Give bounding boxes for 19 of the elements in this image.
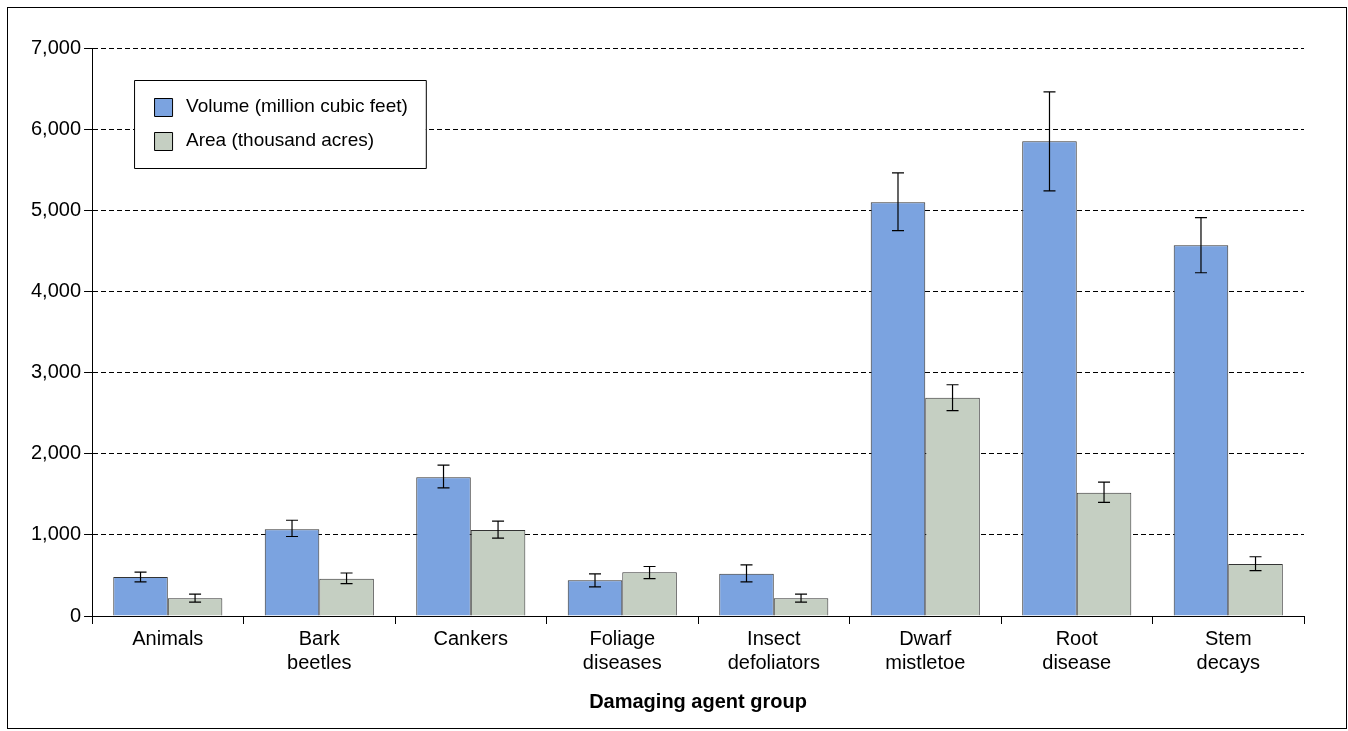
y-tick-label: 0 [69,603,82,626]
x-tick-label: Bark beetles [287,626,352,673]
y-tick-label: 7,000 [30,35,82,58]
x-tick-label: Stem decays [1196,626,1260,673]
y-tick-label: 5,000 [30,197,82,220]
x-tick-label: Root disease [1042,626,1112,673]
x-tick-label: Animals [132,626,204,649]
y-tick-label: 3,000 [30,360,82,383]
x-tick-label: Foliage diseases [582,626,662,673]
y-tick-label: 1,000 [30,522,82,545]
y-tick-label: 2,000 [30,441,82,464]
legend-label: Volume (million cubic feet) [186,95,408,117]
y-tick-label: 4,000 [30,278,82,301]
x-axis-title: Damaging agent group [589,689,807,712]
x-tick-label: Cankers [433,626,509,649]
x-tick-label: Dwarf mistletoe [885,626,966,673]
y-tick-label: 6,000 [30,116,82,139]
legend-label: Area (thousand acres) [186,129,375,151]
x-tick-label: Insect defoliators [727,626,820,673]
